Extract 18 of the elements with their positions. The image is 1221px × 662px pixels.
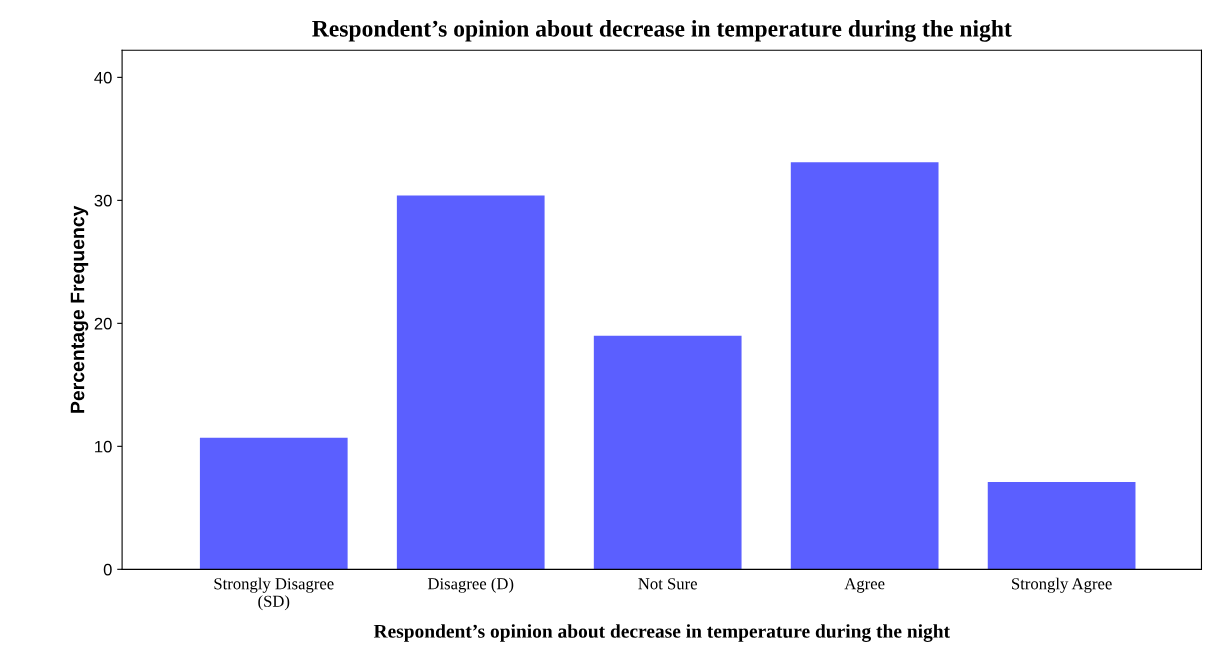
bar (199, 437, 348, 570)
bar (987, 482, 1136, 570)
x-tick-label: Strongly Disagree (SD) (214, 577, 334, 611)
y-tick-label: 0 (103, 563, 112, 576)
bar (790, 162, 939, 570)
x-tick-label: Strongly Agree (1012, 577, 1112, 593)
y-tick-label: 10 (95, 440, 112, 453)
x-tick-label: Disagree (D) (427, 577, 514, 593)
bar (396, 195, 545, 570)
y-tick-label: 30 (94, 194, 112, 207)
chart-title: Respondent’s opinion about decrease in temperature during the night (312, 20, 1012, 42)
y-tick-label: 20 (94, 317, 112, 330)
bar (593, 335, 742, 570)
y-tick-label: 40 (94, 71, 112, 84)
x-axis-title: Respondent’s opinion about decrease in temperature during the night (373, 624, 950, 642)
x-tick-label: Not Sure (638, 578, 697, 590)
y-axis-title: Percentage Frequency (70, 205, 89, 413)
x-tick-label: Agree (844, 578, 885, 593)
